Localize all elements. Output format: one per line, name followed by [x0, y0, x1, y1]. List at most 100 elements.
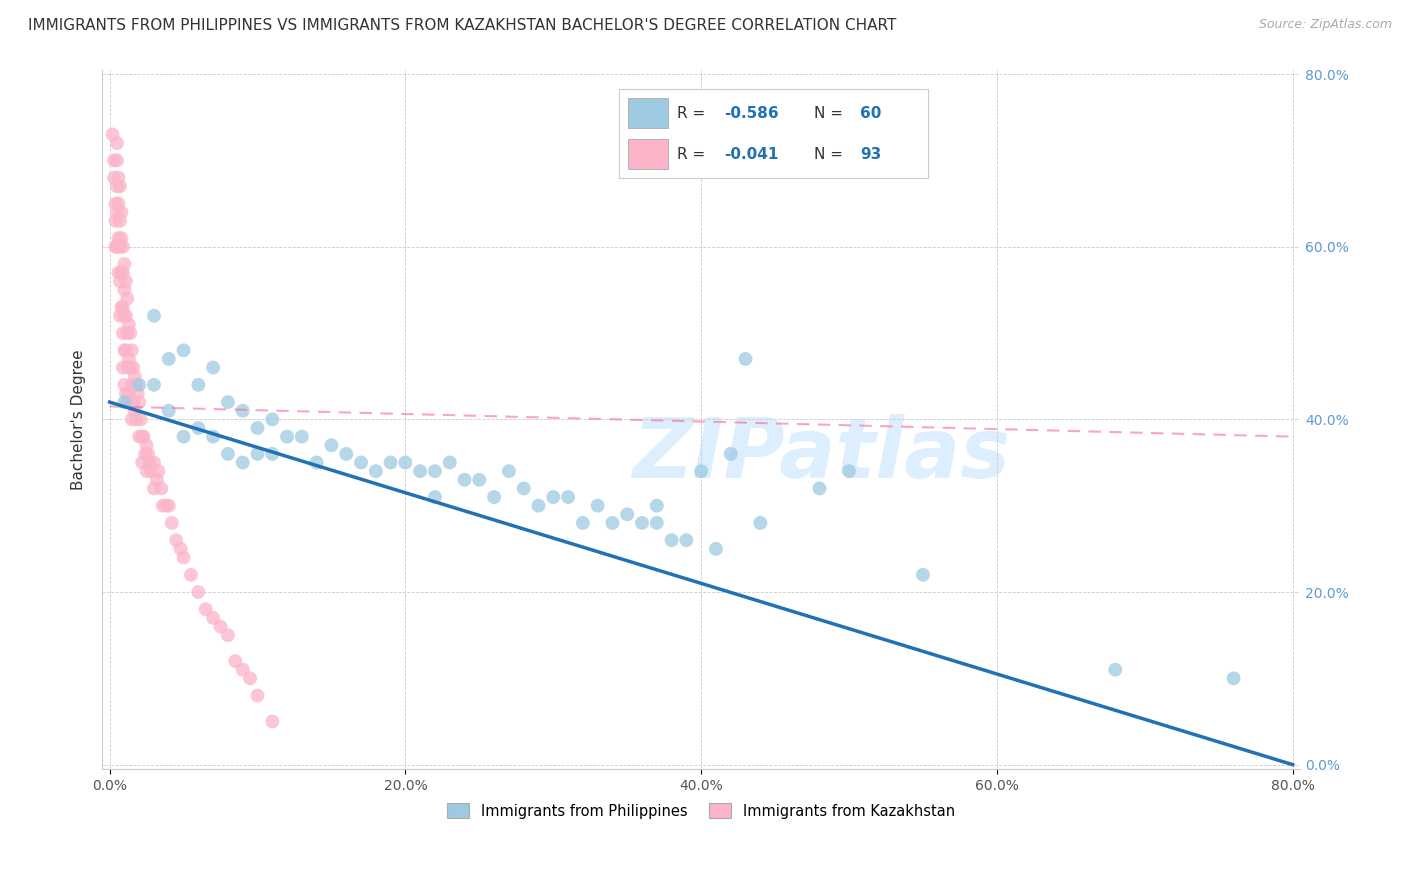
Point — [143, 456, 166, 470]
Point — [202, 611, 225, 625]
Point — [125, 412, 148, 426]
Point — [152, 499, 174, 513]
Point — [202, 429, 225, 443]
Point — [112, 283, 135, 297]
Point — [246, 447, 269, 461]
Point — [108, 240, 131, 254]
Point — [136, 447, 159, 461]
Point — [112, 309, 135, 323]
Point — [209, 619, 232, 633]
Point — [110, 300, 132, 314]
Point — [107, 231, 129, 245]
Point — [128, 429, 150, 443]
Point — [187, 421, 209, 435]
Point — [143, 377, 166, 392]
Point — [111, 326, 134, 340]
Point — [291, 429, 314, 443]
Point — [262, 714, 284, 729]
Point — [616, 508, 638, 522]
Point — [107, 266, 129, 280]
Point — [276, 429, 298, 443]
Point — [110, 266, 132, 280]
Point — [143, 309, 166, 323]
Point — [131, 429, 153, 443]
Point — [112, 395, 135, 409]
Point — [557, 490, 579, 504]
Point — [115, 386, 138, 401]
Point — [453, 473, 475, 487]
Point — [111, 300, 134, 314]
Text: IMMIGRANTS FROM PHILIPPINES VS IMMIGRANTS FROM KAZAKHSTAN BACHELOR'S DEGREE CORR: IMMIGRANTS FROM PHILIPPINES VS IMMIGRANT… — [28, 18, 897, 33]
Point — [157, 351, 180, 366]
Point — [602, 516, 624, 530]
Point — [108, 179, 131, 194]
Point — [720, 447, 742, 461]
Point — [217, 628, 239, 642]
Text: R =: R = — [678, 147, 710, 161]
Point — [121, 412, 143, 426]
Point — [165, 533, 187, 548]
Point — [217, 447, 239, 461]
Point — [105, 240, 128, 254]
Point — [180, 567, 202, 582]
Point — [423, 490, 446, 504]
Point — [135, 438, 157, 452]
Point — [110, 205, 132, 219]
Point — [262, 447, 284, 461]
Point — [173, 429, 195, 443]
Point — [117, 395, 139, 409]
Point — [704, 541, 727, 556]
Point — [121, 343, 143, 358]
Point — [134, 447, 156, 461]
Point — [690, 464, 713, 478]
Point — [335, 447, 357, 461]
FancyBboxPatch shape — [628, 98, 668, 128]
Text: 93: 93 — [860, 147, 882, 161]
Point — [104, 214, 127, 228]
Point — [110, 231, 132, 245]
Point — [115, 343, 138, 358]
Point — [350, 456, 373, 470]
Point — [305, 456, 328, 470]
Point — [572, 516, 595, 530]
Point — [187, 377, 209, 392]
Point — [394, 456, 416, 470]
Point — [631, 516, 654, 530]
Point — [148, 464, 170, 478]
Point — [262, 412, 284, 426]
Point — [217, 395, 239, 409]
Point — [120, 360, 142, 375]
Point — [143, 482, 166, 496]
Point — [131, 456, 153, 470]
Point — [439, 456, 461, 470]
Point — [139, 464, 162, 478]
Point — [111, 360, 134, 375]
Legend: Immigrants from Philippines, Immigrants from Kazakhstan: Immigrants from Philippines, Immigrants … — [441, 797, 960, 824]
Point — [409, 464, 432, 478]
Point — [118, 351, 141, 366]
Point — [105, 153, 128, 168]
Text: ZIPatlas: ZIPatlas — [633, 414, 1010, 495]
Point — [108, 214, 131, 228]
Point — [155, 499, 177, 513]
Point — [364, 464, 387, 478]
Point — [157, 403, 180, 417]
Text: N =: N = — [814, 106, 848, 120]
Y-axis label: Bachelor's Degree: Bachelor's Degree — [72, 349, 86, 490]
Point — [239, 671, 262, 685]
Point — [103, 170, 125, 185]
Point — [423, 464, 446, 478]
Point — [111, 240, 134, 254]
Point — [173, 343, 195, 358]
Point — [107, 170, 129, 185]
Point — [135, 464, 157, 478]
Point — [103, 153, 125, 168]
Point — [512, 482, 534, 496]
Point — [173, 550, 195, 565]
Point — [105, 205, 128, 219]
Point — [645, 499, 668, 513]
Point — [482, 490, 505, 504]
Point — [734, 351, 756, 366]
Point — [105, 179, 128, 194]
Point — [115, 274, 138, 288]
